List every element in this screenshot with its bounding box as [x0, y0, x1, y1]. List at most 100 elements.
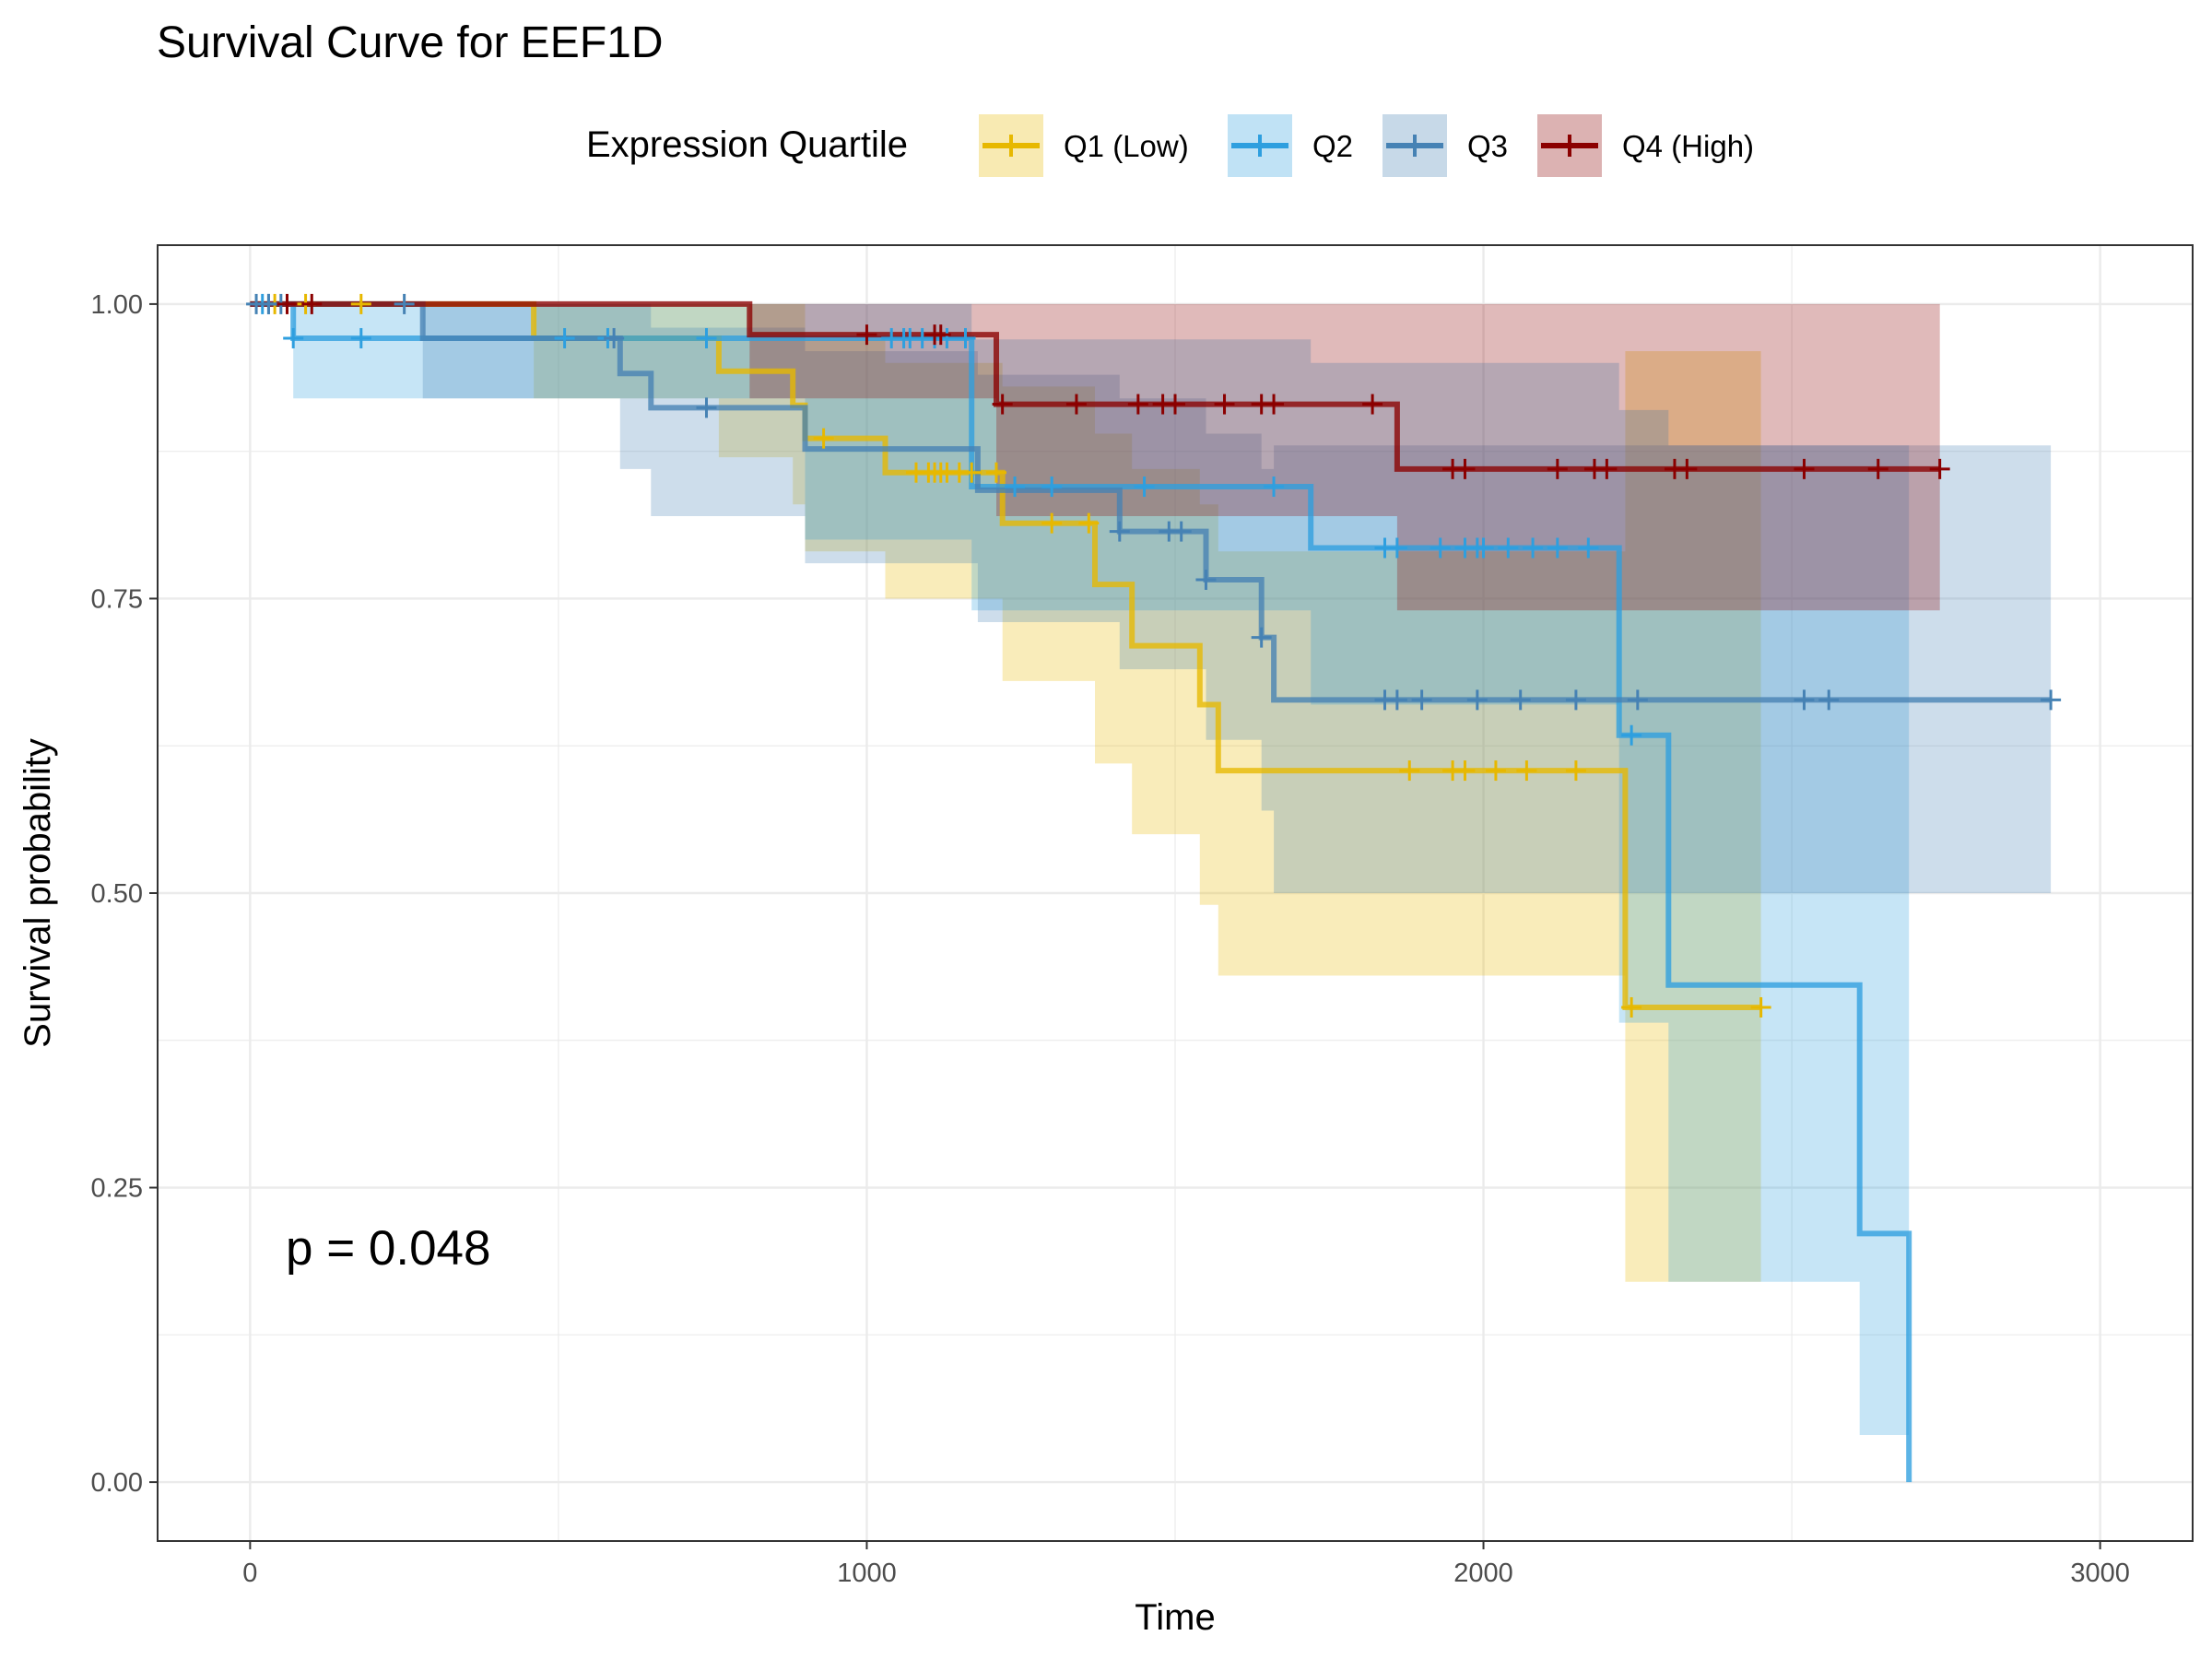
censor-mark-q1-low: [961, 462, 982, 483]
censor-mark-q3: [1794, 689, 1815, 711]
censor-mark-q4-high: [1065, 394, 1087, 415]
censor-mark-q1-low: [350, 293, 371, 314]
censor-mark-q3: [1627, 689, 1648, 711]
ci-band-q2: [250, 303, 1910, 1435]
censor-mark-q4-high: [1677, 458, 1698, 479]
censor-mark-q3: [1466, 689, 1488, 711]
censor-mark-q1-low: [1454, 760, 1476, 782]
censor-mark-q2: [955, 327, 976, 348]
x-tick-label: 3000: [2070, 1559, 2130, 1588]
censor-mark-q3: [1109, 521, 1130, 542]
censor-marks: [246, 293, 2062, 1018]
y-tick-label: 0.25: [91, 1174, 143, 1204]
censor-mark-q2: [1264, 477, 1285, 498]
censor-mark-q1-low: [813, 428, 834, 449]
censor-mark-q3: [1818, 689, 1840, 711]
censor-mark-q2: [696, 327, 717, 348]
grid: [158, 245, 2193, 1541]
censor-mark-q1-low: [1485, 760, 1506, 782]
censor-mark-q4-high: [1794, 458, 1815, 479]
censor-mark-q4-high: [1264, 394, 1285, 415]
censor-mark-q2: [350, 327, 371, 348]
censor-mark-q4-high: [1362, 394, 1383, 415]
censor-mark-q4-high: [992, 394, 1013, 415]
censor-mark-q2: [554, 327, 575, 348]
censor-mark-q2: [283, 327, 304, 348]
chart-title: Survival Curve for EEF1D: [157, 18, 664, 67]
censor-mark-q1-low: [1041, 512, 1063, 534]
censor-mark-q4-high: [276, 293, 298, 314]
legend-item-q3: Q3: [1382, 114, 1508, 177]
survival-line-q4-high: [250, 300, 1940, 472]
censor-mark-q2: [1041, 477, 1063, 498]
censor-mark-q2: [1386, 537, 1407, 559]
censor-mark-q1-low: [1750, 996, 1771, 1018]
x-tick-label: 0: [242, 1559, 257, 1588]
x-axis-title: Time: [1135, 1597, 1215, 1638]
legend: Expression Quartile Q1 (Low) Q2 Q3 Q4 (High…: [586, 114, 1754, 177]
censor-mark-q3: [1510, 689, 1531, 711]
ci-band-q3: [250, 303, 2052, 893]
censor-mark-q2: [1498, 537, 1519, 559]
censor-mark-q3: [1251, 627, 1272, 648]
censor-mark-q4-high: [1867, 458, 1888, 479]
censor-mark-q2: [1134, 477, 1155, 498]
censor-mark-q2: [1578, 537, 1599, 559]
legend-item-q2: Q2: [1228, 114, 1353, 177]
y-tick-label: 0.50: [91, 879, 143, 909]
censor-mark-q4-high: [301, 293, 323, 314]
legend-item-q4-high: Q4 (High): [1537, 114, 1754, 177]
censor-mark-q3: [1386, 689, 1407, 711]
censor-mark-q1-low: [1621, 996, 1642, 1018]
y-tick-label: 1.00: [91, 290, 143, 320]
censor-mark-q4-high: [1929, 458, 1950, 479]
censor-mark-q3: [696, 397, 717, 418]
censor-mark-q4-high: [1596, 458, 1618, 479]
legend-label: Q4 (High): [1622, 129, 1754, 163]
censor-mark-q2: [1621, 724, 1642, 746]
p-value-annotation: p = 0.048: [286, 1221, 491, 1276]
censor-mark-q1-low: [1516, 760, 1537, 782]
survival-lines: [250, 300, 2052, 1483]
legend-label: Q3: [1467, 129, 1508, 163]
censor-mark-q1-low: [1565, 760, 1586, 782]
censor-mark-q3: [1171, 521, 1192, 542]
censor-mark-q2: [1547, 537, 1568, 559]
y-tick-label: 0.00: [91, 1468, 143, 1498]
censor-mark-q4-high: [856, 324, 877, 346]
censor-mark-q4-high: [1547, 458, 1568, 479]
censor-mark-q3: [1195, 570, 1217, 591]
y-axis-title: Survival probability: [18, 738, 58, 1048]
censor-mark-q3: [1411, 689, 1432, 711]
legend-label: Q2: [1312, 129, 1353, 163]
axis-ticks: 0 1000 2000 3000 0.00 0.25 0.50 0.75 1.00: [91, 290, 2130, 1588]
censor-mark-q1-low: [1399, 760, 1420, 782]
censor-mark-q2: [1430, 537, 1451, 559]
y-tick-label: 0.75: [91, 584, 143, 614]
ci-band-q4-high: [250, 303, 1940, 611]
legend-item-q1-low: Q1 (Low): [979, 114, 1189, 177]
confidence-bands: [250, 303, 2052, 1435]
censor-mark-q1-low: [1078, 512, 1100, 534]
censor-mark-q3: [604, 327, 625, 348]
censor-mark-q4-high: [1214, 394, 1235, 415]
censor-mark-q4-high: [1127, 394, 1148, 415]
censor-mark-q2: [1005, 477, 1026, 498]
censor-mark-q1-low: [985, 462, 1006, 483]
x-tick-label: 2000: [1453, 1559, 1513, 1588]
censor-mark-q3: [1565, 689, 1586, 711]
censor-mark-q3: [2041, 689, 2062, 711]
censor-mark-q4-high: [930, 324, 951, 346]
legend-title: Expression Quartile: [586, 124, 908, 165]
x-tick-label: 1000: [837, 1559, 897, 1588]
survival-line-q1-low: [250, 300, 1761, 1010]
censor-mark-q2: [1473, 537, 1494, 559]
ci-band-q1-low: [250, 303, 1761, 1282]
survival-line-q3: [250, 300, 2052, 703]
censor-mark-q2: [1523, 537, 1544, 559]
legend-label: Q1 (Low): [1064, 129, 1189, 163]
censor-mark-q3: [394, 293, 415, 314]
censor-mark-q4-high: [1165, 394, 1185, 415]
censor-mark-q4-high: [1454, 458, 1476, 479]
